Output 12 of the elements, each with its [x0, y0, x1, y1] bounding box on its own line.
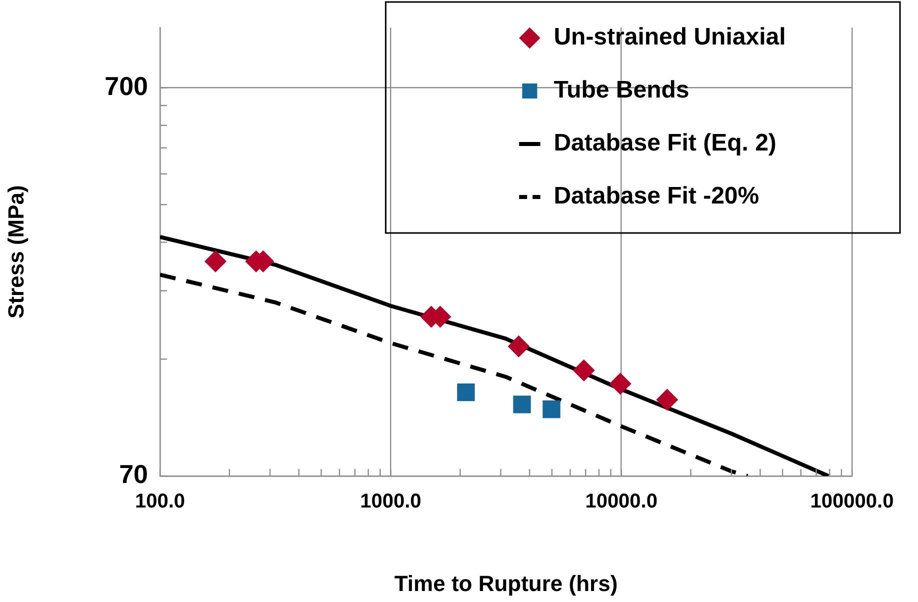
x-tick-label: 100.0 — [134, 490, 186, 513]
x-axis-title: Time to Rupture (hrs) — [394, 570, 618, 596]
legend-label: Un-strained Uniaxial — [554, 24, 786, 51]
x-tick-label: 10000.0 — [585, 490, 658, 513]
y-tick-label: 700 — [104, 70, 148, 101]
y-axis-title: Stress (MPa) — [3, 185, 28, 318]
legend-label: Database Fit -20% — [554, 182, 760, 210]
x-tick-label: 100000.0 — [810, 490, 894, 513]
legend-label: Database Fit (Eq. 2) — [554, 130, 776, 157]
legend-label: Tube Bends — [554, 76, 690, 104]
x-tick-label: 1000.0 — [360, 490, 422, 513]
y-tick-label: 70 — [119, 459, 148, 490]
